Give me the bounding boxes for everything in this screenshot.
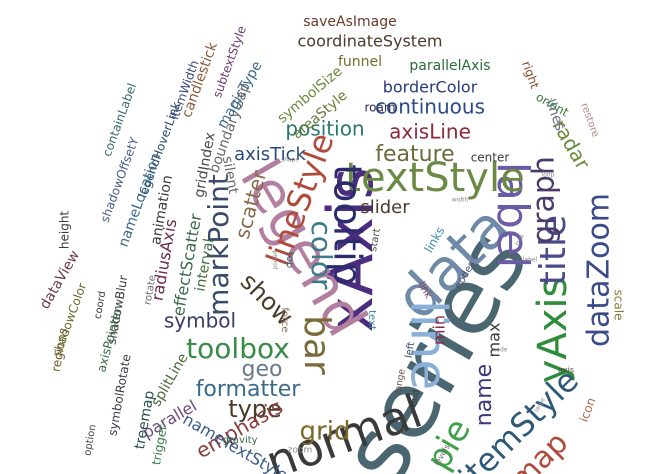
word-funnel: funnel [338,54,382,70]
word-min: min [430,315,449,345]
word-title: title [533,215,574,285]
word-color: color [305,221,338,290]
word-parallelaxis: parallelAxis [409,58,490,74]
word-start: start [368,228,383,253]
word-name: name [472,364,497,426]
word-left: left [404,341,418,359]
word-position: position [285,117,364,141]
word-roam: roam [364,101,395,115]
word-rotate: rotate [142,274,158,306]
word-right: right [519,59,542,91]
word-feature: feature [375,142,454,167]
word-markpoint: markPoint [202,174,235,316]
word-symbol: symbol [164,309,236,333]
word-toolbox: toolbox [186,332,290,365]
word-range: range [393,368,407,396]
word-line: line [400,300,458,390]
word-icon: icon [577,396,599,424]
word-tooltip: tooltip [326,164,370,286]
word-coord: coord [93,290,109,320]
word-regions: regions [49,327,70,373]
word-saveasimage: saveAsImage [303,14,397,30]
word-shape: shape [281,157,299,164]
word-text: text [366,310,377,330]
word-bar: bar [296,315,337,375]
word-formatter: formatter [196,377,302,402]
word-coordinatesystem: coordinateSystem [298,32,443,51]
word-axistick: axisTick [234,144,306,165]
word-label: label [487,162,538,268]
word-trigger: trigger [149,424,170,466]
word-max: max [485,323,504,358]
word-node: node [493,347,508,354]
word-continuous: continuous [375,95,485,119]
word-gravity: gravity [222,435,257,446]
word-textstyle: textStyle [345,155,524,201]
word-datazoom: dataZoom [582,193,617,347]
word-width: width [452,197,469,204]
word-end: end [409,389,422,407]
word-slider: slider [360,197,410,218]
word-yaxis: yAxis [530,277,576,384]
word-geo: geo [242,357,283,382]
word-option: option [82,424,98,457]
word-graph: graph [527,156,562,244]
word-scale: scale [612,290,626,321]
word-type: type [228,395,282,423]
word-grid: grid [300,417,351,447]
word-silent: silent [219,155,241,196]
word-axisline: axisLine [389,120,471,144]
word-height: height [58,211,72,250]
word-label: label [523,257,538,264]
word-axis: axis [558,366,574,375]
word-restore: restore [578,102,600,139]
word-center: center [471,151,510,165]
word-top: top [284,252,295,268]
word-loop: loop [542,172,555,179]
word-xaxis: xAxis [314,167,387,332]
word-period: period [272,250,279,269]
word-bordercolor: borderColor [383,78,478,97]
word-force: force [279,307,290,332]
word-zoom: zoom [288,446,313,456]
